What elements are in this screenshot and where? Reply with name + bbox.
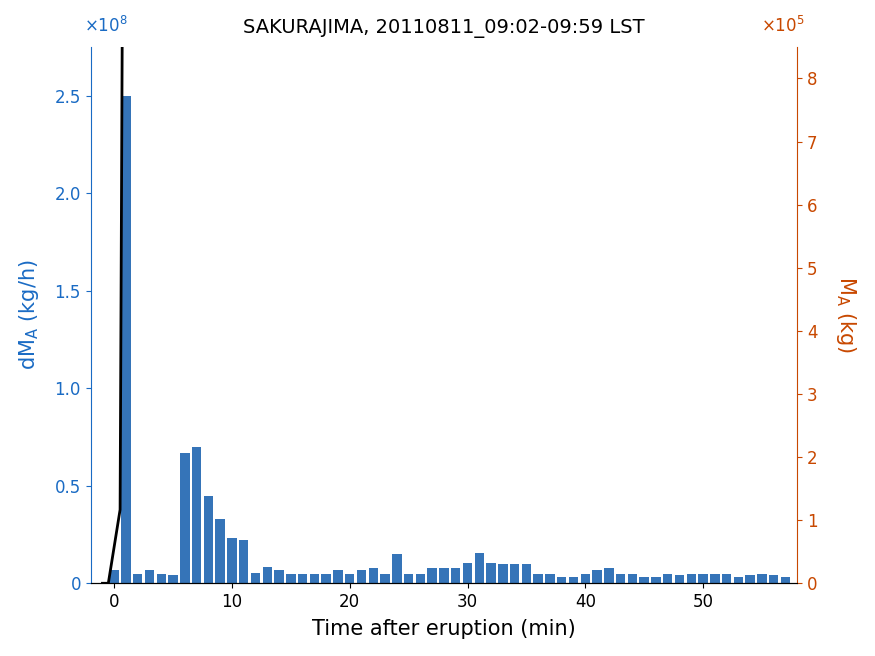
Bar	[321, 573, 331, 583]
Bar	[345, 573, 354, 583]
Y-axis label: $\mathregular{M_A}$ (kg): $\mathregular{M_A}$ (kg)	[835, 276, 858, 354]
Text: $\times 10^8$: $\times 10^8$	[84, 16, 128, 36]
Bar	[228, 539, 237, 583]
Bar	[381, 573, 389, 583]
Bar	[757, 573, 766, 583]
Bar	[474, 553, 484, 583]
Bar	[510, 564, 520, 583]
Bar	[746, 575, 755, 583]
Bar	[416, 573, 425, 583]
Bar	[109, 569, 119, 583]
Bar	[204, 495, 213, 583]
Bar	[675, 575, 684, 583]
Bar	[581, 573, 590, 583]
Bar	[522, 564, 531, 583]
Bar	[463, 563, 472, 583]
Bar	[569, 577, 578, 583]
Bar	[780, 577, 790, 583]
Bar	[710, 573, 719, 583]
Bar	[404, 573, 413, 583]
Bar	[592, 569, 602, 583]
Bar	[498, 564, 507, 583]
Bar	[262, 567, 272, 583]
Bar	[145, 569, 154, 583]
Bar	[192, 447, 201, 583]
Bar	[722, 573, 732, 583]
Text: $\times 10^5$: $\times 10^5$	[760, 16, 804, 36]
Bar	[310, 573, 319, 583]
Bar	[122, 96, 130, 583]
Bar	[687, 573, 696, 583]
Bar	[168, 575, 178, 583]
Bar	[663, 573, 673, 583]
Bar	[357, 569, 367, 583]
Bar	[215, 519, 225, 583]
Bar	[275, 569, 284, 583]
Bar	[769, 575, 779, 583]
Bar	[604, 567, 613, 583]
Bar	[157, 573, 166, 583]
X-axis label: Time after eruption (min): Time after eruption (min)	[312, 619, 576, 640]
Bar	[734, 577, 743, 583]
Bar	[640, 577, 649, 583]
Bar	[180, 453, 190, 583]
Bar	[627, 573, 637, 583]
Bar	[616, 573, 626, 583]
Bar	[298, 573, 307, 583]
Bar	[333, 569, 343, 583]
Bar	[557, 577, 566, 583]
Bar	[133, 573, 143, 583]
Bar	[439, 567, 449, 583]
Bar	[534, 573, 542, 583]
Bar	[651, 577, 661, 583]
Bar	[451, 567, 460, 583]
Bar	[392, 554, 402, 583]
Bar	[487, 563, 496, 583]
Bar	[368, 567, 378, 583]
Bar	[428, 567, 437, 583]
Title: SAKURAJIMA, 20110811_09:02-09:59 LST: SAKURAJIMA, 20110811_09:02-09:59 LST	[243, 19, 645, 38]
Bar	[251, 573, 260, 583]
Bar	[545, 573, 555, 583]
Bar	[698, 573, 708, 583]
Bar	[286, 573, 296, 583]
Bar	[239, 541, 248, 583]
Y-axis label: $\mathregular{dM_A}$ (kg/h): $\mathregular{dM_A}$ (kg/h)	[17, 260, 40, 371]
